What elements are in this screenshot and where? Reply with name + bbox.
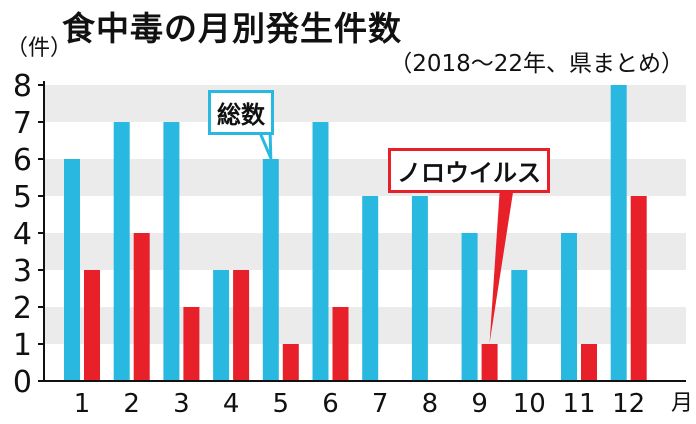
norovirus-bar xyxy=(183,307,200,381)
norovirus-bar xyxy=(282,344,299,381)
x-tick-label: 6 xyxy=(322,389,339,419)
x-tick-label: 5 xyxy=(273,389,290,419)
y-tick-label: 8 xyxy=(13,69,32,104)
x-tick-label: 12 xyxy=(612,389,645,419)
norovirus-bar xyxy=(332,307,349,381)
x-tick-label: 10 xyxy=(513,389,546,419)
total-bar xyxy=(561,233,577,381)
y-tick-label: 6 xyxy=(13,143,32,178)
total-bar xyxy=(511,270,528,381)
chart-title: 食中毒の月別発生件数 xyxy=(62,9,402,48)
norovirus-bar xyxy=(233,270,250,381)
norovirus-label-pointer xyxy=(489,186,514,343)
total-bar xyxy=(163,122,180,381)
x-tick-label: 9 xyxy=(471,389,488,419)
norovirus-bar xyxy=(581,344,597,381)
total-bar xyxy=(312,122,329,381)
y-tick-label: 7 xyxy=(13,106,32,141)
y-tick-label: 2 xyxy=(13,291,32,326)
norovirus-bar xyxy=(84,270,100,381)
total-bar xyxy=(213,270,230,381)
x-axis-unit: 月 xyxy=(671,391,693,416)
norovirus-bar xyxy=(630,196,647,381)
grid-band xyxy=(44,159,686,196)
norovirus-bar xyxy=(133,233,150,381)
total-bar xyxy=(362,196,379,381)
total-bar xyxy=(411,196,428,381)
y-tick-label: 4 xyxy=(13,217,32,252)
legend-total-label: 総数 xyxy=(208,90,274,135)
total-bar xyxy=(262,159,279,381)
grid-band xyxy=(44,85,686,122)
total-bar xyxy=(610,85,627,381)
y-axis-unit: （件） xyxy=(6,36,73,61)
x-tick-label: 1 xyxy=(74,389,91,419)
y-tick-label: 0 xyxy=(13,365,32,400)
total-bar xyxy=(113,122,130,381)
total-bar xyxy=(461,233,478,381)
chart-subtitle: （2018～22年、県まとめ） xyxy=(389,51,684,77)
x-tick-label: 3 xyxy=(173,389,190,419)
legend-norovirus-label: ノロウイルス xyxy=(388,148,550,193)
x-tick-label: 7 xyxy=(372,389,389,419)
y-tick-label: 1 xyxy=(13,328,32,363)
x-tick-label: 4 xyxy=(223,389,240,419)
x-tick-label: 8 xyxy=(422,389,439,419)
total-bar xyxy=(64,159,80,381)
x-tick-label: 2 xyxy=(123,389,140,419)
x-tick-label: 11 xyxy=(562,389,595,419)
y-tick-label: 5 xyxy=(13,180,32,215)
y-tick-label: 3 xyxy=(13,254,32,289)
norovirus-bar xyxy=(481,344,498,381)
